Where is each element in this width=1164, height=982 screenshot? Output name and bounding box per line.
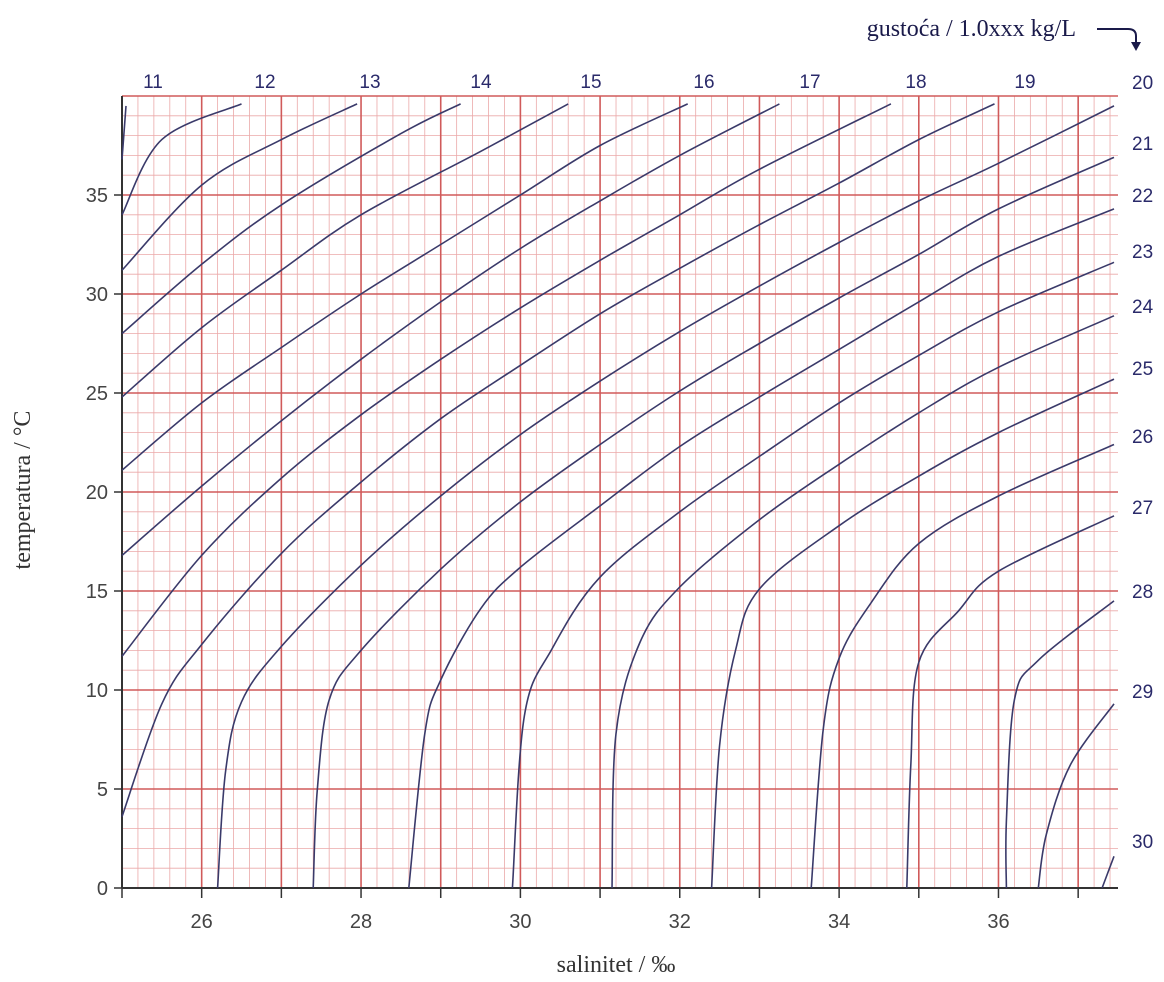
- isopycnal-label-23: 23: [1132, 242, 1153, 263]
- isopycnal-line-18: [121, 103, 892, 657]
- isopycnal-label-15: 15: [580, 72, 601, 93]
- tick-labels: 26 28 30 32 34 36 0 5 10 15 20 25 30 35: [86, 185, 1010, 933]
- isopycnal-line-28: [1005, 600, 1115, 889]
- isopycnal-line-14: [121, 103, 461, 335]
- isopycnal-label-24: 24: [1132, 297, 1154, 318]
- y-tick-label: 30: [86, 284, 108, 306]
- isopycnal-curves: [121, 103, 1115, 889]
- isopycnal-label-22: 22: [1132, 186, 1153, 207]
- isopycnal-line-11: [121, 105, 127, 160]
- isopycnal-label-17: 17: [799, 72, 820, 93]
- y-tick-label: 20: [86, 482, 108, 504]
- isopycnal-line-13: [121, 103, 358, 271]
- isopycnal-line-30: [1101, 856, 1115, 889]
- legend-arrowhead-icon: [1131, 42, 1141, 51]
- isopycnal-line-27: [906, 515, 1115, 889]
- isopycnal-line-17: [121, 103, 780, 557]
- isopycnal-line-20: [216, 105, 1115, 889]
- isopycnal-line-22: [408, 208, 1115, 889]
- isopycnal-label-28: 28: [1132, 582, 1153, 603]
- x-tick-label: 32: [669, 911, 691, 933]
- legend-arrow-icon: [1097, 28, 1137, 46]
- x-axis-title: salinitet / ‰: [557, 952, 676, 978]
- isopycnal-line-21: [312, 156, 1115, 889]
- y-tick-label: 25: [86, 383, 108, 405]
- isopycnal-line-12: [121, 103, 242, 216]
- isopycnal-label-12: 12: [254, 72, 275, 93]
- series-labels: 11 12 13 14 15 16 17 18 19 20 21 22 23 24 25 26 27 28 29 30: [143, 72, 1153, 853]
- isopycnal-line-15: [121, 103, 569, 398]
- isopycnal-label-27: 27: [1132, 498, 1153, 519]
- y-tick-label: 0: [97, 878, 108, 900]
- x-tick-label: 28: [350, 911, 372, 933]
- isopycnal-line-16: [121, 103, 689, 471]
- x-tick-label: 34: [828, 911, 850, 933]
- isopycnal-line-23: [511, 261, 1115, 889]
- isopycnal-line-26: [810, 443, 1115, 889]
- isopycnal-label-20: 20: [1132, 73, 1153, 94]
- isopycnal-label-13: 13: [359, 72, 380, 93]
- isopycnal-label-14: 14: [470, 72, 492, 93]
- y-axis-title: temperatura / °C: [10, 411, 36, 570]
- isopycnal-line-25: [710, 378, 1115, 889]
- isopycnal-label-16: 16: [693, 72, 714, 93]
- isopycnal-line-24: [611, 315, 1115, 889]
- x-tick-label: 30: [509, 911, 531, 933]
- isopycnal-label-26: 26: [1132, 427, 1153, 448]
- y-tick-label: 15: [86, 581, 108, 603]
- axes: [114, 96, 1118, 898]
- isopycnal-label-18: 18: [905, 72, 926, 93]
- isopycnal-line-19: [121, 103, 995, 817]
- isopycnal-label-30: 30: [1132, 832, 1153, 853]
- legend-title: gustoća / 1.0xxx kg/L: [867, 16, 1076, 42]
- y-tick-label: 5: [97, 779, 108, 801]
- isopycnal-label-11: 11: [143, 72, 163, 93]
- isopycnal-label-29: 29: [1132, 682, 1153, 703]
- x-tick-label: 36: [987, 911, 1009, 933]
- x-tick-label: 26: [191, 911, 213, 933]
- isopycnal-label-21: 21: [1132, 134, 1153, 155]
- major-grid: [121, 95, 1118, 888]
- y-tick-label: 10: [86, 680, 108, 702]
- isopycnal-label-19: 19: [1014, 72, 1035, 93]
- isopycnal-label-25: 25: [1132, 359, 1153, 380]
- isopycnal-line-29: [1037, 703, 1115, 889]
- y-tick-label: 35: [86, 185, 108, 207]
